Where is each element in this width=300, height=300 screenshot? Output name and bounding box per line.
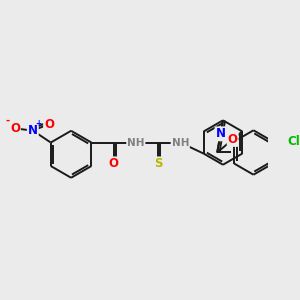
Text: O: O — [10, 122, 20, 135]
Text: NH: NH — [172, 137, 189, 148]
Text: N: N — [215, 127, 226, 140]
Text: +: + — [35, 119, 41, 128]
Text: O: O — [109, 158, 118, 170]
Text: N: N — [28, 124, 38, 137]
Text: O: O — [228, 133, 238, 146]
Text: O: O — [44, 118, 54, 131]
Text: NH: NH — [127, 137, 145, 148]
Text: -: - — [5, 116, 9, 126]
Text: Cl: Cl — [288, 135, 300, 148]
Text: S: S — [154, 158, 162, 170]
